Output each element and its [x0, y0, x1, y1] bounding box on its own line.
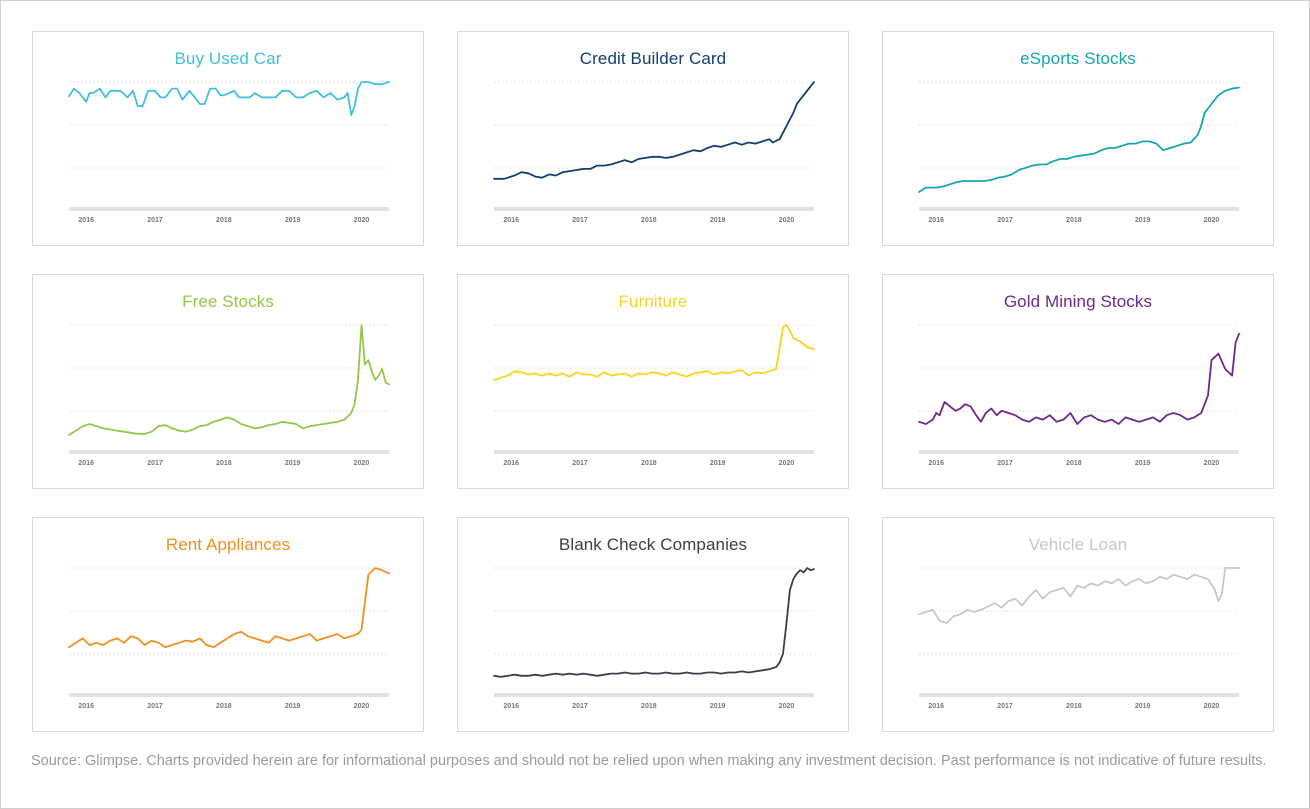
chart-svg-rent-appliances: 2016 2017 2018 2019 2020 [68, 567, 390, 710]
series-line-vehicle-loan [918, 567, 1240, 624]
x-tick-label: 2016 [78, 460, 94, 467]
x-axis-baseline [69, 450, 389, 454]
chart-panel-rent-appliances: 2016 2017 2018 2019 2020 Rent Appliances [32, 517, 424, 732]
source-note: Source: Glimpse. Charts provided herein … [31, 753, 1267, 769]
x-tick-label: 2016 [503, 217, 519, 224]
x-tick-label: 2017 [572, 460, 588, 467]
chart-svg-esports-stocks: 2016 2017 2018 2019 2020 [918, 81, 1240, 224]
chart-panel-blank-check-companies: 2016 2017 2018 2019 2020 Blank Check Companie… [457, 517, 849, 732]
x-axis-baseline [69, 693, 389, 697]
chart-svg-blank-check-companies: 2016 2017 2018 2019 2020 [493, 567, 815, 710]
chart-title: Vehicle Loan [1028, 535, 1128, 554]
x-tick-label: 2017 [147, 460, 163, 467]
x-tick-label: 2016 [78, 703, 94, 710]
series-line-gold-mining-stocks [918, 332, 1240, 425]
chart-svg-vehicle-loan: 2016 2017 2018 2019 2020 [918, 567, 1240, 710]
x-tick-label: 2017 [572, 217, 588, 224]
x-tick-label: 2016 [503, 703, 519, 710]
x-tick-label: 2018 [641, 460, 657, 467]
x-tick-label: 2020 [354, 703, 370, 710]
x-tick-label: 2020 [779, 217, 795, 224]
x-tick-label: 2020 [1204, 460, 1220, 467]
x-tick-label: 2018 [641, 703, 657, 710]
x-tick-label: 2019 [1135, 703, 1151, 710]
x-tick-label: 2019 [710, 217, 726, 224]
x-tick-label: 2018 [1066, 460, 1082, 467]
x-tick-label: 2016 [78, 217, 94, 224]
x-tick-label: 2017 [147, 217, 163, 224]
x-axis-baseline [494, 207, 814, 211]
x-tick-label: 2017 [147, 703, 163, 710]
x-tick-label: 2016 [503, 460, 519, 467]
x-tick-label: 2017 [572, 703, 588, 710]
chart-panel-buy-used-car: 2016 2017 2018 2019 2020 Buy Used Car [32, 31, 424, 246]
x-tick-label: 2017 [997, 217, 1013, 224]
chart-svg-credit-builder-card: 2016 2017 2018 2019 2020 [493, 81, 815, 224]
series-line-blank-check-companies [493, 567, 815, 678]
x-tick-label: 2018 [1066, 217, 1082, 224]
chart-title: Rent Appliances [165, 535, 291, 554]
x-tick-label: 2020 [1204, 217, 1220, 224]
series-line-free-stocks [68, 324, 390, 436]
x-tick-label: 2018 [216, 703, 232, 710]
series-line-credit-builder-card [493, 81, 815, 180]
x-tick-label: 2020 [779, 703, 795, 710]
series-line-esports-stocks [918, 86, 1240, 193]
series-line-buy-used-car [68, 81, 390, 116]
chart-title: Buy Used Car [174, 49, 282, 68]
x-tick-label: 2019 [1135, 217, 1151, 224]
x-tick-label: 2016 [928, 217, 944, 224]
chart-title: Credit Builder Card [579, 49, 727, 68]
chart-svg-free-stocks: 2016 2017 2018 2019 2020 [68, 324, 390, 467]
chart-title: Free Stocks [182, 292, 274, 311]
chart-title: eSports Stocks [1020, 49, 1136, 68]
chart-panel-free-stocks: 2016 2017 2018 2019 2020 Free Stocks [32, 274, 424, 489]
chart-title: Blank Check Companies [558, 535, 748, 554]
x-axis-baseline [919, 450, 1239, 454]
x-tick-label: 2019 [710, 703, 726, 710]
x-tick-label: 2018 [216, 460, 232, 467]
x-axis-baseline [494, 693, 814, 697]
x-tick-label: 2020 [354, 217, 370, 224]
x-tick-label: 2019 [285, 460, 301, 467]
chart-panel-vehicle-loan: 2016 2017 2018 2019 2020 Vehicle Loan [882, 517, 1274, 732]
x-tick-label: 2017 [997, 460, 1013, 467]
series-line-furniture [493, 324, 815, 381]
x-axis-baseline [919, 207, 1239, 211]
x-tick-label: 2020 [354, 460, 370, 467]
x-tick-label: 2019 [285, 703, 301, 710]
chart-svg-buy-used-car: 2016 2017 2018 2019 2020 [68, 81, 390, 224]
x-tick-label: 2018 [216, 217, 232, 224]
x-axis-baseline [69, 207, 389, 211]
chart-panel-credit-builder-card: 2016 2017 2018 2019 2020 Credit Builder Card [457, 31, 849, 246]
x-tick-label: 2020 [1204, 703, 1220, 710]
x-tick-label: 2018 [641, 217, 657, 224]
x-tick-label: 2019 [710, 460, 726, 467]
chart-title: Furniture [618, 292, 688, 311]
chart-svg-furniture: 2016 2017 2018 2019 2020 [493, 324, 815, 467]
x-tick-label: 2017 [997, 703, 1013, 710]
chart-svg-gold-mining-stocks: 2016 2017 2018 2019 2020 [918, 324, 1240, 467]
x-axis-baseline [494, 450, 814, 454]
x-tick-label: 2016 [928, 703, 944, 710]
series-line-rent-appliances [68, 567, 390, 649]
x-tick-label: 2018 [1066, 703, 1082, 710]
x-tick-label: 2019 [285, 217, 301, 224]
x-tick-label: 2016 [928, 460, 944, 467]
chart-panel-esports-stocks: 2016 2017 2018 2019 2020 eSports Stocks [882, 31, 1274, 246]
chart-title: Gold Mining Stocks [1003, 292, 1153, 311]
x-tick-label: 2019 [1135, 460, 1151, 467]
x-tick-label: 2020 [779, 460, 795, 467]
x-axis-baseline [919, 693, 1239, 697]
chart-panel-gold-mining-stocks: 2016 2017 2018 2019 2020 Gold Mining Stocks [882, 274, 1274, 489]
chart-panel-furniture: 2016 2017 2018 2019 2020 Furniture [457, 274, 849, 489]
